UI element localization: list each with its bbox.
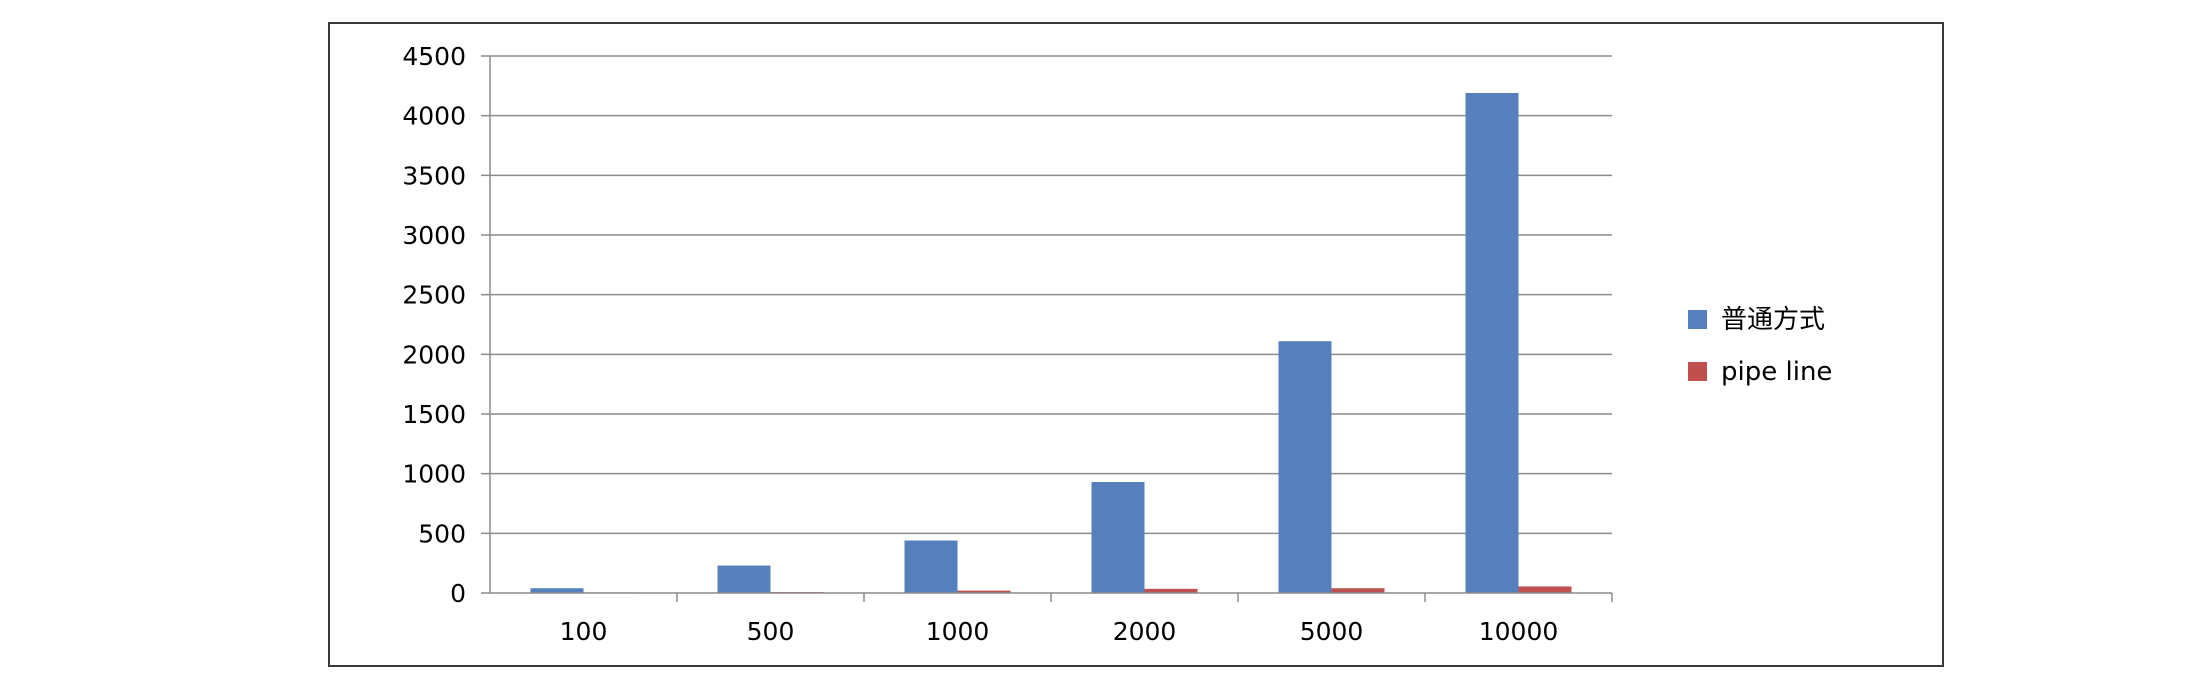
x-tick-label: 1000 xyxy=(926,617,990,646)
x-tick-label: 100 xyxy=(560,617,608,646)
bar-series2-5000 xyxy=(1331,588,1385,593)
x-tick-label: 10000 xyxy=(1479,617,1559,646)
bars xyxy=(530,92,1572,593)
y-tick-label: 3500 xyxy=(402,161,466,190)
bar-series1-5000 xyxy=(1278,341,1332,593)
y-tick-label: 4000 xyxy=(402,102,466,131)
bar-series1-500 xyxy=(717,565,771,593)
bar-series2-10000 xyxy=(1518,586,1572,593)
y-tick-label: 500 xyxy=(418,519,466,548)
x-axis-tick-labels: 100 500 1000 2000 5000 10000 xyxy=(560,617,1559,646)
bar-series2-2000 xyxy=(1144,588,1198,593)
y-tick-label: 3000 xyxy=(402,221,466,250)
bar-series1-2000 xyxy=(1091,482,1145,593)
bar-series1-1000 xyxy=(904,540,958,593)
y-tick-label: 1000 xyxy=(402,460,466,489)
legend-swatch xyxy=(1688,310,1707,329)
y-tick-label: 1500 xyxy=(402,400,466,429)
y-tick-label: 0 xyxy=(450,579,466,608)
legend-label: 普通方式 xyxy=(1721,305,1825,335)
x-tick-label: 500 xyxy=(747,617,795,646)
bar-series1-10000 xyxy=(1465,92,1519,593)
y-tick-label: 2500 xyxy=(402,281,466,310)
legend-label: pipe line xyxy=(1721,357,1832,387)
legend-swatch xyxy=(1688,362,1707,381)
legend: 普通方式 pipe line xyxy=(1688,305,1832,387)
bar-series2-1000 xyxy=(957,590,1011,593)
y-tick-label: 2000 xyxy=(402,340,466,369)
grid-lines xyxy=(490,55,1612,535)
y-axis-tick-labels: 0 500 1000 1500 2000 2500 3000 3500 4000 4500 xyxy=(402,42,466,608)
bar-chart: 0 500 1000 1500 2000 2500 3000 3500 4000 4500 100… xyxy=(402,42,1832,646)
bar-series1-100 xyxy=(530,588,584,593)
y-tick-label: 4500 xyxy=(402,42,466,71)
chart-frame: 0 500 1000 1500 2000 2500 3000 3500 4000 4500 100… xyxy=(328,22,1944,667)
x-tick-label: 2000 xyxy=(1113,617,1177,646)
axes xyxy=(481,55,1613,602)
x-tick-label: 5000 xyxy=(1300,617,1364,646)
